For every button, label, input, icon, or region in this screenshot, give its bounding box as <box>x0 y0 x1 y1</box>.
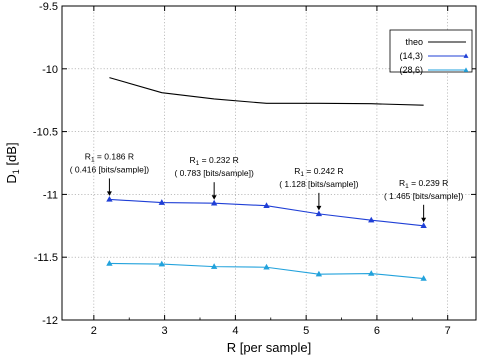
rate-annotation: R1 = 0.186 R( 0.416 [bits/sample]) <box>70 151 150 196</box>
legend-box: theo (14,3) (28,6) <box>389 29 473 75</box>
annotation-arrow-head <box>316 205 322 211</box>
rate-annotation: R1 = 0.232 R( 0.783 [bits/sample]) <box>174 155 254 200</box>
data-point <box>420 222 427 229</box>
legend-entry: (28,6) <box>399 65 469 75</box>
y-tick-label: -11 <box>43 189 58 201</box>
y-tick-label: -11.5 <box>34 252 58 264</box>
annotations: R1 = 0.186 R( 0.416 [bits/sample])R1 = 0… <box>70 151 464 223</box>
annotation-rate-ratio: R1 = 0.186 R <box>85 151 134 163</box>
legend-label: theo <box>405 37 423 47</box>
legend-label: (28,6) <box>399 65 423 75</box>
axis-ticks: 2 3 4 5 6 7 -12 -11.5 -11 -10.5 -10 -9.5 <box>33 1 476 337</box>
annotation-arrow-head <box>421 217 427 223</box>
series-group <box>106 77 427 281</box>
series-28-6 <box>106 260 427 281</box>
annotation-bits-per-sample: ( 1.465 [bits/sample]) <box>384 191 464 201</box>
data-point <box>368 216 375 223</box>
annotation-arrow-head <box>211 195 217 200</box>
rate-annotation: R1 = 0.239 R( 1.465 [bits/sample]) <box>384 178 464 223</box>
data-point <box>158 260 165 267</box>
y-tick-label: -9.5 <box>39 1 58 13</box>
annotation-rate-ratio: R1 = 0.239 R <box>399 178 448 190</box>
x-tick-label: 5 <box>303 325 309 337</box>
data-point <box>263 263 270 270</box>
data-point <box>315 270 323 277</box>
x-tick-label: 7 <box>445 325 451 337</box>
legend-entry: (14,3) <box>399 51 469 61</box>
legend-swatch-marker <box>463 67 469 72</box>
legend: theo (14,3) (28,6) <box>389 29 473 75</box>
data-point <box>315 210 323 217</box>
annotation-arrow-head <box>106 191 112 196</box>
y-tick-label: -10.5 <box>33 127 58 139</box>
x-tick-label: 6 <box>374 325 380 337</box>
series-theo <box>109 77 424 106</box>
y-axis-label: D1 [dB] <box>4 142 21 183</box>
plot-area-frame <box>61 5 477 321</box>
y-tick-label: -12 <box>42 315 58 327</box>
data-point <box>106 260 113 266</box>
data-point <box>210 263 218 269</box>
data-point <box>420 275 427 281</box>
legend-entry: theo <box>405 37 466 47</box>
x-axis-label: R [per sample] <box>227 340 312 355</box>
annotation-rate-ratio: R1 = 0.242 R <box>294 166 343 178</box>
data-point <box>368 270 375 276</box>
annotation-bits-per-sample: ( 0.416 [bits/sample]) <box>70 164 150 174</box>
x-tick-label: 4 <box>232 325 238 337</box>
data-point <box>158 199 165 205</box>
data-point <box>106 196 113 202</box>
legend-label: (14,3) <box>399 51 423 61</box>
annotation-bits-per-sample: ( 1.128 [bits/sample]) <box>279 179 359 189</box>
x-tick-label: 3 <box>162 325 168 337</box>
legend-swatch-marker <box>463 53 469 58</box>
legend-frame <box>389 29 473 73</box>
series-14-3 <box>106 196 427 229</box>
series-line <box>109 77 424 106</box>
annotation-bits-per-sample: ( 0.783 [bits/sample]) <box>174 168 254 178</box>
y-tick-label: -10 <box>42 64 58 76</box>
x-tick-label: 2 <box>91 325 97 337</box>
rate-annotation: R1 = 0.242 R( 1.128 [bits/sample]) <box>279 166 359 211</box>
data-point <box>210 199 218 206</box>
data-point <box>263 202 270 208</box>
annotation-rate-ratio: R1 = 0.232 R <box>190 155 239 167</box>
